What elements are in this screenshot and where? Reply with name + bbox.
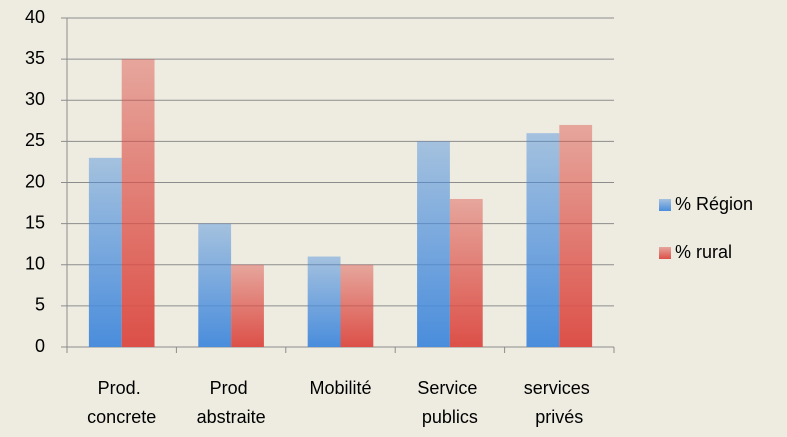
legend-label: % rural: [675, 242, 732, 262]
y-tick-label: 30: [25, 89, 45, 109]
x-tick-label: services privés: [524, 378, 595, 427]
legend-swatch: [659, 199, 671, 211]
x-tick-label: Prod. concrete: [87, 378, 156, 427]
x-tick-label: Mobilité: [309, 378, 371, 398]
bar: [559, 124, 593, 347]
y-tick-label: 0: [35, 336, 45, 356]
bar: [526, 133, 560, 347]
bar: [121, 59, 155, 347]
x-tick-label: Prod abstraite: [197, 378, 266, 427]
y-tick-label: 10: [25, 254, 45, 274]
legend-label: % Région: [675, 194, 753, 214]
bar: [417, 141, 450, 347]
y-tick-label: 5: [35, 295, 45, 315]
y-tick-label: 35: [25, 48, 45, 68]
bar: [307, 256, 341, 347]
bar: [88, 157, 122, 347]
bar: [340, 264, 374, 347]
x-tick-label: Service publics: [417, 378, 482, 427]
y-tick-label: 40: [25, 7, 45, 27]
y-tick-label: 20: [25, 171, 45, 191]
y-tick-label: 15: [25, 212, 45, 232]
bar: [231, 264, 264, 347]
bar: [449, 198, 483, 347]
bar: [198, 223, 232, 347]
legend-swatch: [659, 247, 671, 259]
y-tick-label: 25: [25, 130, 45, 150]
